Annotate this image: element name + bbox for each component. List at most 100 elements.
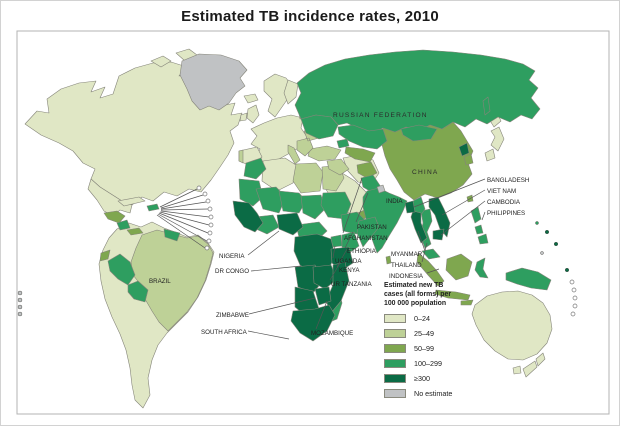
region-mauritania-wsahara bbox=[238, 178, 264, 207]
region-haiti-domrep bbox=[146, 203, 160, 212]
region-malaysia bbox=[421, 248, 441, 260]
legend-label-25-49: 25–49 bbox=[414, 328, 434, 338]
region-peru bbox=[107, 253, 136, 286]
label-brazil: BRAZIL bbox=[149, 278, 171, 285]
region-new-zealand bbox=[522, 352, 546, 378]
legend-row-100-299: 100–299 bbox=[384, 358, 484, 368]
region-india bbox=[362, 187, 408, 254]
legend-row-no-estimate: No estimate bbox=[384, 388, 484, 398]
label-ethiopia: ETHIOPIA bbox=[347, 248, 377, 255]
region-myanmar bbox=[410, 210, 428, 244]
regions-no-estimate bbox=[179, 53, 386, 194]
region-bolivia bbox=[127, 280, 149, 303]
region-south-korea bbox=[463, 153, 474, 166]
region-ecuador bbox=[99, 249, 111, 262]
region-turkey bbox=[307, 145, 342, 162]
region-ukraine-belarus bbox=[300, 114, 339, 140]
region-finland bbox=[283, 79, 299, 105]
pacific-small-states bbox=[569, 279, 578, 317]
label-indonesia: INDONESIA bbox=[389, 273, 424, 280]
legend-swatch-100-299 bbox=[384, 358, 406, 368]
region-guyanas bbox=[163, 228, 181, 242]
region-cuba bbox=[117, 196, 146, 207]
label-cambodia: CAMBODIA bbox=[487, 199, 521, 206]
label-myanmar: MYANMAR bbox=[391, 251, 423, 258]
label-pakistan: PAKISTAN bbox=[357, 224, 387, 231]
label-drcongo: DR CONGO bbox=[215, 268, 249, 275]
region-kazakhstan bbox=[337, 124, 388, 150]
region-portugal bbox=[238, 149, 244, 164]
region-new-guinea bbox=[505, 267, 552, 291]
label-uganda: UGANDA bbox=[335, 258, 362, 265]
legend-label-300plus: ≥300 bbox=[414, 373, 430, 383]
label-bangladesh: BANGLADESH bbox=[487, 177, 529, 184]
legend-row-25-49: 25–49 bbox=[384, 328, 484, 338]
region-algeria bbox=[261, 157, 297, 192]
legend-title: Estimated new TB cases (all forms) per 1… bbox=[384, 282, 452, 307]
map-legend: Estimated new TB cases (all forms) per 1… bbox=[384, 282, 484, 404]
legend-row-300plus: ≥300 bbox=[384, 373, 484, 383]
legend-row-0-24: 0–24 bbox=[384, 313, 484, 323]
region-mongolia bbox=[400, 124, 438, 142]
label-india: INDIA bbox=[386, 198, 403, 205]
region-morocco bbox=[243, 157, 267, 180]
pacific-islands bbox=[535, 221, 570, 273]
region-brazil bbox=[130, 229, 214, 332]
label-nigeria: NIGERIA bbox=[219, 253, 245, 260]
region-iceland bbox=[243, 93, 259, 104]
region-south-africa bbox=[290, 304, 336, 342]
figure-title: Estimated TB incidence rates, 2010 bbox=[181, 8, 439, 25]
region-vietnam-laos bbox=[428, 196, 451, 238]
country-labels: RUSSIAN FEDERATION CHINA INDIA BRAZIL BA… bbox=[149, 112, 529, 337]
label-russia: RUSSIAN FEDERATION bbox=[333, 112, 428, 119]
region-java bbox=[434, 289, 471, 301]
legend-row-50-99: 50–99 bbox=[384, 343, 484, 353]
region-panama bbox=[126, 227, 144, 236]
region-nigeria bbox=[276, 212, 304, 236]
legend-label-no-estimate: No estimate bbox=[414, 388, 453, 398]
label-tanzania: UR TANZANIA bbox=[331, 281, 373, 288]
label-southafrica: SOUTH AFRICA bbox=[201, 329, 248, 336]
regions-300plus bbox=[232, 142, 470, 342]
region-guatemala-honduras bbox=[103, 210, 126, 224]
region-nicaragua bbox=[116, 219, 131, 231]
region-libya bbox=[292, 162, 324, 194]
regions-100-299 bbox=[107, 49, 552, 323]
label-mozambique: MOZAMBIQUE bbox=[311, 330, 353, 337]
legend-swatch-no-estimate bbox=[384, 388, 406, 398]
region-north-korea bbox=[458, 142, 470, 157]
label-vietnam: VIET NAM bbox=[487, 188, 516, 195]
region-cambodia bbox=[432, 228, 445, 241]
region-lesser-sunda bbox=[460, 299, 474, 306]
region-uk-ireland bbox=[239, 104, 260, 124]
legend-swatch-25-49 bbox=[384, 328, 406, 338]
legend-swatch-50-99 bbox=[384, 343, 406, 353]
region-japan bbox=[484, 112, 505, 162]
legend-label-100-299: 100–299 bbox=[414, 358, 442, 368]
label-zimbabwe: ZIMBABWE bbox=[216, 312, 249, 319]
legend-label-50-99: 50–99 bbox=[414, 343, 434, 353]
region-italy bbox=[287, 144, 301, 165]
region-zimbabwe bbox=[314, 286, 332, 306]
legend-label-0-24: 0–24 bbox=[414, 313, 430, 323]
region-sumatra bbox=[416, 252, 445, 287]
region-sakhalin bbox=[482, 96, 491, 116]
region-borneo bbox=[445, 253, 473, 281]
legend-swatch-300plus bbox=[384, 373, 406, 383]
region-mexico bbox=[87, 178, 133, 217]
region-sulawesi bbox=[474, 257, 489, 279]
region-kashmir-disputed bbox=[376, 184, 386, 194]
region-australia bbox=[471, 290, 553, 361]
region-caucasus bbox=[336, 138, 350, 149]
label-china: CHINA bbox=[412, 169, 439, 176]
label-philippines: PHILIPPINES bbox=[487, 210, 525, 217]
caribbean-callouts bbox=[156, 185, 214, 251]
region-greenland bbox=[179, 53, 248, 111]
region-iraq-syria bbox=[326, 158, 350, 176]
region-senegal-guinea bbox=[232, 200, 264, 233]
region-sri-lanka bbox=[385, 255, 392, 265]
region-mozambique-malawi bbox=[325, 261, 350, 314]
label-leader-lines bbox=[247, 177, 486, 340]
